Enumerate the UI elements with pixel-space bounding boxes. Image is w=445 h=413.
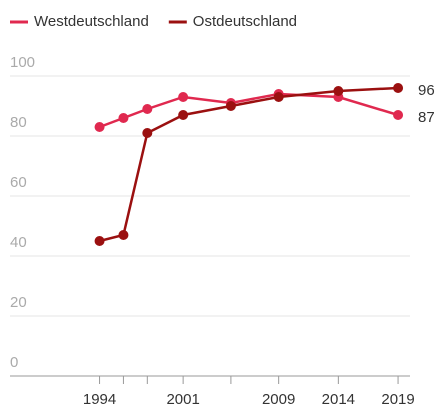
end-label: 96 (418, 82, 435, 99)
point (118, 230, 129, 240)
point (142, 104, 153, 114)
end-label: 87 (418, 109, 435, 126)
legend-label: Ostdeutschland (193, 13, 297, 30)
point (225, 101, 236, 111)
point (393, 110, 404, 120)
point (393, 83, 404, 93)
x-tick-label: 2019 (381, 391, 414, 408)
y-tick-label: 60 (10, 174, 27, 191)
point (178, 110, 189, 120)
point (333, 86, 344, 96)
point (94, 122, 105, 132)
y-tick-label: 0 (10, 354, 18, 371)
line (99, 86, 399, 243)
y-tick-label: 80 (10, 114, 27, 131)
y-tick-label: 40 (10, 234, 27, 251)
x-tick-label: 1994 (83, 391, 116, 408)
point (178, 92, 189, 102)
point (273, 92, 284, 102)
x-tick-label: 2009 (262, 391, 295, 408)
y-tick-label: 100 (10, 54, 35, 71)
point (118, 113, 129, 123)
x-tick-label: 2014 (322, 391, 355, 408)
x-tick-label: 2001 (166, 391, 199, 408)
point (94, 236, 105, 246)
point (142, 128, 153, 138)
y-tick-label: 20 (10, 294, 27, 311)
legend-label: Westdeutschland (34, 13, 149, 30)
